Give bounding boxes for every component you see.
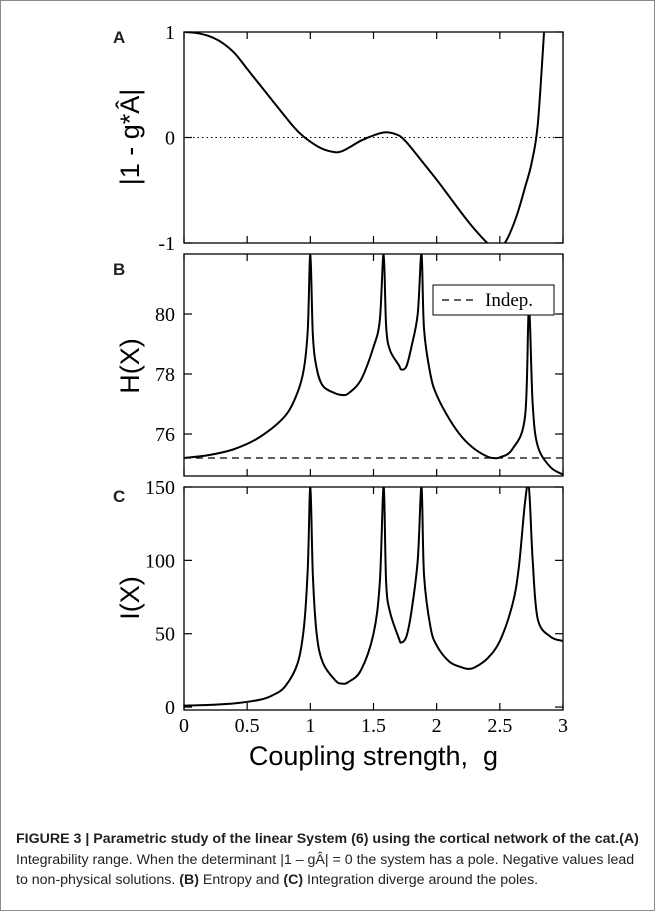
x-tick-label: 0.5 <box>235 715 260 737</box>
panel-letter-a: A <box>113 28 125 47</box>
panel-letter-c: C <box>113 487 125 506</box>
legend-box <box>432 284 555 316</box>
y-tick-label: 150 <box>145 477 175 499</box>
y-tick-label: 50 <box>155 624 175 646</box>
y-tick-label: 80 <box>155 304 175 326</box>
x-tick-label: 1 <box>305 715 315 737</box>
x-tick-label: 3 <box>558 715 568 737</box>
figure-caption: FIGURE 3 | Parametric study of the linea… <box>16 829 646 891</box>
panel-c: C 0 50 100 150 I(X) 0 0.5 1 1.5 2 2.5 3 Coupling str… <box>113 477 568 771</box>
y-tick-label: 78 <box>155 364 175 386</box>
series-line <box>184 32 546 243</box>
y-tick-label: 0 <box>165 697 175 719</box>
caption-ref-b: (B) <box>179 872 199 888</box>
y-tick-label: -1 <box>158 233 175 255</box>
caption-text-c: Integration diverge around the poles. <box>303 872 539 888</box>
x-tick-label: 0 <box>179 715 189 737</box>
caption-ref-c: (C) <box>283 872 304 888</box>
series-line <box>184 254 563 476</box>
legend-entry: Indep. <box>485 290 533 311</box>
x-tick-label: 2.5 <box>487 715 512 737</box>
panel-a: A 1 0 -1 |1 - g*Â| <box>113 22 564 255</box>
y-axis-label: H(X) <box>115 338 145 394</box>
x-tick-label: 1.5 <box>361 715 386 737</box>
panel-b: B 76 78 80 H(X) Indep. <box>113 253 564 477</box>
caption-text-b: Entropy and <box>198 872 284 888</box>
y-tick-label: 76 <box>155 424 175 446</box>
series-line <box>184 487 563 707</box>
y-axis-label: I(X) <box>115 576 145 620</box>
caption-text-a: Integrability range. When the determinan… <box>16 851 635 889</box>
caption-ref-a: (A) <box>619 831 639 847</box>
y-axis-label: |1 - g*Â| <box>114 89 145 186</box>
y-tick-label: 100 <box>145 550 175 572</box>
caption-figure-label: FIGURE 3 | Parametric study of the linea… <box>16 831 620 847</box>
panel-letter-b: B <box>113 260 125 279</box>
y-tick-label: 0 <box>165 128 175 150</box>
plot-frame <box>183 486 564 711</box>
y-tick-label: 1 <box>165 22 175 44</box>
x-axis-label: Coupling strength, g <box>249 741 498 771</box>
x-tick-label: 2 <box>432 715 442 737</box>
figure-plots: A 1 0 -1 |1 - g*Â| B 76 78 80 H(X) Indep. C 0 50… <box>113 22 568 771</box>
